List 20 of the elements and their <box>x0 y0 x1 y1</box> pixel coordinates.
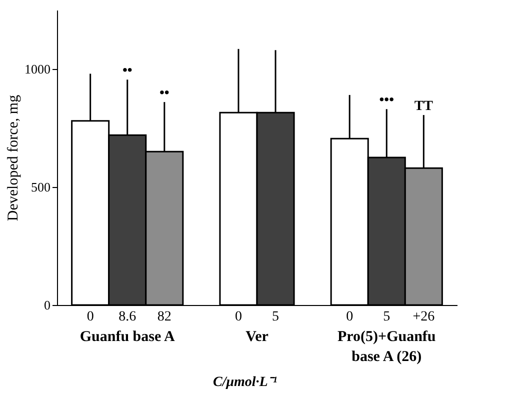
annotation: TT <box>414 99 434 114</box>
x-tick-label: 0 <box>234 310 242 324</box>
x-tick-label: 82 <box>157 310 172 324</box>
annotation: •• <box>122 64 132 79</box>
annotation: ••• <box>379 93 394 108</box>
text: Pro(5)+Guanfu base A (26) <box>337 329 436 365</box>
text: Guanfu base A <box>80 329 176 345</box>
annotation: •• <box>160 86 170 102</box>
y-tick-label: 500 <box>31 180 50 194</box>
y-axis-title: Developed force, mg <box>6 94 22 222</box>
x-axis-title: C/μmol·L⁻¹ <box>212 375 278 390</box>
x-tick-label: 5 <box>272 310 280 324</box>
y-tick-label: 1000 <box>24 62 50 76</box>
x-tick-label: 5 <box>383 310 390 324</box>
x-tick-label: +26 <box>412 310 435 324</box>
x-tick-label: 0 <box>86 310 94 324</box>
y-tick-label: 0 <box>44 298 50 312</box>
x-tick-label: 8.6 <box>118 310 136 324</box>
text: Ver <box>246 329 269 345</box>
x-tick-label: 0 <box>346 310 354 324</box>
